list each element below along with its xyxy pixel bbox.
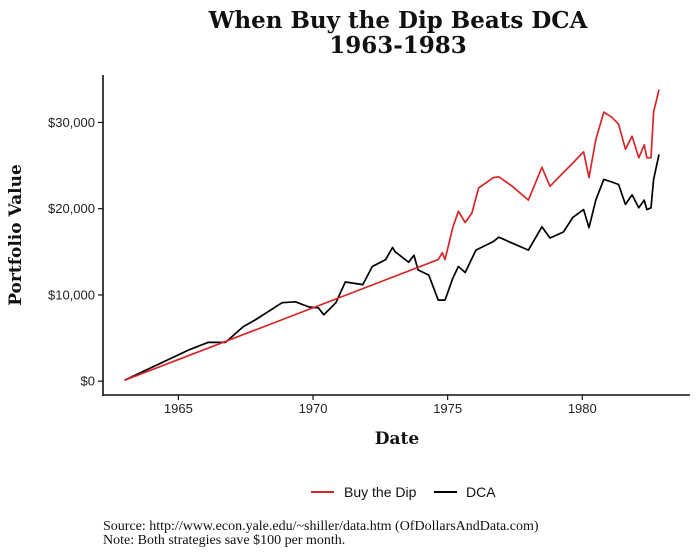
- axes: [102, 75, 690, 396]
- x-tick-label: 1970: [299, 401, 328, 416]
- x-tick-label: 1980: [568, 401, 597, 416]
- x-tick-label: 1965: [164, 401, 193, 416]
- chart-title-line-2: 1963-1983: [329, 32, 467, 59]
- ticks: 1965 1970 1975 1980 $0 $10,000 $20,000 $30,000: [48, 115, 597, 416]
- y-axis-title: Portfolio Value: [6, 164, 26, 306]
- y-tick-label: $20,000: [48, 201, 95, 216]
- source-caption: Source: http://www.econ.yale.edu/~shille…: [103, 519, 539, 534]
- legend-label-buy-the-dip: Buy the Dip: [344, 484, 417, 500]
- y-tick-label: $0: [81, 374, 95, 389]
- legend: Buy the Dip DCA: [311, 484, 496, 500]
- y-tick-label: $10,000: [48, 287, 95, 302]
- series-line-buy-the-dip: [124, 89, 660, 382]
- series-line-dca: [124, 154, 660, 382]
- y-tick-label: $30,000: [48, 115, 95, 130]
- legend-label-dca: DCA: [466, 484, 496, 500]
- x-axis-title: Date: [375, 429, 420, 449]
- note-caption: Note: Both strategies save $100 per mont…: [103, 533, 346, 548]
- x-tick-label: 1975: [433, 401, 462, 416]
- chart-title-line-1: When Buy the Dip Beats DCA: [208, 7, 589, 34]
- series-lines: [124, 89, 660, 382]
